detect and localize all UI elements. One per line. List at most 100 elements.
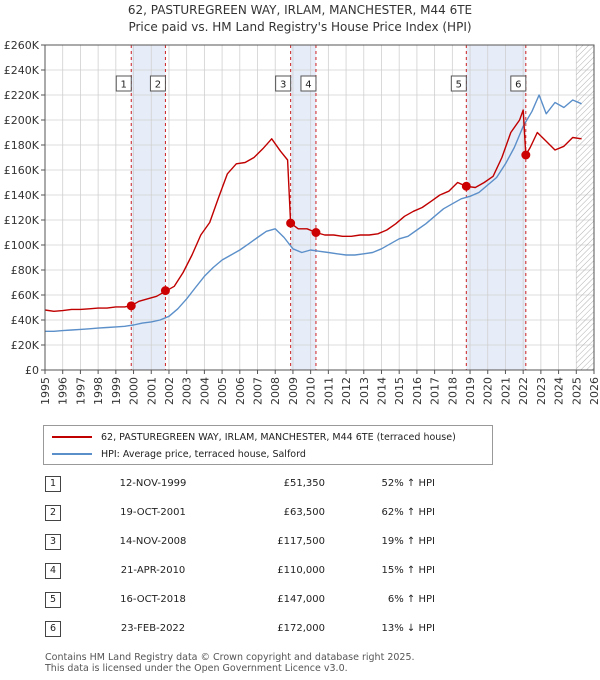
sale-date: 16-OCT-2018 bbox=[120, 594, 186, 605]
sale-hpi-change: 52% ↑ HPI bbox=[381, 478, 435, 489]
sale-label-box bbox=[275, 75, 292, 92]
x-tick-label: 2021 bbox=[500, 377, 513, 405]
x-tick-label: 2019 bbox=[464, 377, 477, 405]
x-tick-label: 2024 bbox=[553, 377, 566, 405]
chart-subtitle: Price paid vs. HM Land Registry's House … bbox=[128, 20, 472, 34]
sale-hpi-change: 13% ↓ HPI bbox=[381, 623, 435, 634]
y-tick-label: £200K bbox=[4, 114, 40, 127]
sale-price: £63,500 bbox=[283, 507, 325, 518]
legend-hpi-label: HPI: Average price, terraced house, Salf… bbox=[101, 448, 306, 460]
x-tick-label: 2006 bbox=[234, 377, 247, 405]
shaded-band bbox=[131, 45, 166, 370]
x-tick-label: 2005 bbox=[216, 377, 229, 405]
sale-date: 14-NOV-2008 bbox=[119, 536, 187, 547]
sale-price: £110,000 bbox=[277, 565, 325, 576]
footer: Contains HM Land Registry data © Crown c… bbox=[45, 652, 415, 674]
sale-row: 3 14-NOV-2008 £117,500 19% ↑ HPI bbox=[43, 527, 435, 556]
sale-label: 3 bbox=[280, 80, 286, 91]
y-tick-label: £40K bbox=[11, 314, 40, 327]
legend-property: 62, PASTUREGREEN WAY, IRLAM, MANCHESTER,… bbox=[52, 429, 456, 445]
sale-date: 23-FEB-2022 bbox=[120, 623, 186, 634]
y-tick-label: £240K bbox=[4, 64, 40, 77]
sale-point bbox=[521, 150, 531, 160]
sale-hpi-change: 6% ↑ HPI bbox=[387, 594, 435, 605]
y-tick-label: £80K bbox=[11, 264, 40, 277]
x-tick-label: 2007 bbox=[252, 377, 265, 405]
sale-point bbox=[311, 228, 321, 237]
sale-hpi-change: 19% ↑ HPI bbox=[381, 536, 435, 547]
sale-hpi-change: 15% ↑ HPI bbox=[381, 565, 435, 576]
sale-marker: 1 bbox=[45, 475, 61, 492]
x-tick-label: 2026 bbox=[588, 377, 600, 405]
sale-label-box bbox=[510, 75, 527, 92]
y-tick-label: £160K bbox=[4, 164, 40, 177]
x-tick-label: 2012 bbox=[340, 377, 353, 405]
x-tick-label: 2020 bbox=[482, 377, 495, 405]
y-tick-label: £180K bbox=[4, 139, 40, 152]
y-tick-label: £100K bbox=[4, 239, 40, 252]
sale-price: £172,000 bbox=[277, 623, 325, 634]
x-tick-label: 2025 bbox=[570, 377, 583, 405]
sale-number-cell: 1 bbox=[43, 469, 83, 498]
x-tick-label: 2014 bbox=[376, 377, 389, 405]
x-tick-label: 2001 bbox=[145, 377, 158, 405]
sale-hpi-change: 62% ↑ HPI bbox=[381, 507, 435, 518]
sale-row: 6 23-FEB-2022 £172,000 13% ↓ HPI bbox=[43, 614, 435, 643]
sale-label: 2 bbox=[155, 80, 161, 91]
legend-property-label: 62, PASTUREGREEN WAY, IRLAM, MANCHESTER,… bbox=[101, 431, 456, 443]
sale-label-box bbox=[450, 75, 467, 92]
x-tick-label: 2010 bbox=[305, 377, 318, 405]
sale-label-box bbox=[149, 75, 166, 92]
legend-property-swatch bbox=[52, 436, 92, 438]
sale-marker: 3 bbox=[45, 533, 61, 550]
y-tick-label: £220K bbox=[4, 89, 40, 102]
x-tick-label: 2016 bbox=[411, 377, 424, 405]
shaded-band bbox=[466, 45, 526, 370]
x-tick-label: 1996 bbox=[57, 377, 70, 405]
footer-line2: This data is licensed under the Open Gov… bbox=[45, 663, 348, 674]
chart-title: 62, PASTUREGREEN WAY, IRLAM, MANCHESTER,… bbox=[127, 3, 473, 17]
x-tick-label: 2011 bbox=[322, 377, 335, 405]
legend-hpi: HPI: Average price, terraced house, Salf… bbox=[52, 446, 306, 462]
sale-number-cell: 3 bbox=[43, 527, 83, 556]
x-tick-label: 1999 bbox=[110, 377, 123, 405]
sale-label: 5 bbox=[456, 80, 462, 91]
y-tick-label: £20K bbox=[11, 339, 40, 352]
sale-number-cell: 6 bbox=[43, 614, 83, 643]
sale-label: 1 bbox=[121, 80, 127, 91]
sale-date: 21-APR-2010 bbox=[120, 565, 186, 576]
y-tick-label: £60K bbox=[11, 289, 40, 302]
sale-point bbox=[461, 181, 471, 191]
sale-number-cell: 4 bbox=[43, 556, 83, 585]
x-tick-label: 2013 bbox=[358, 377, 371, 405]
shaded-band bbox=[290, 45, 316, 370]
sale-price: £51,350 bbox=[283, 478, 325, 489]
sale-number-cell: 2 bbox=[43, 498, 83, 527]
y-tick-label: £260K bbox=[4, 39, 40, 52]
y-tick-label: £120K bbox=[4, 214, 40, 227]
forecast-hatch bbox=[576, 45, 594, 370]
hpi-line bbox=[45, 94, 582, 332]
sale-point bbox=[160, 286, 170, 296]
sale-date: 19-OCT-2001 bbox=[120, 507, 186, 518]
sale-row: 5 16-OCT-2018 £147,000 6% ↑ HPI bbox=[43, 585, 435, 614]
sale-marker: 4 bbox=[45, 562, 61, 579]
x-tick-label: 1995 bbox=[39, 377, 52, 405]
y-tick-label: £140K bbox=[4, 189, 40, 202]
sale-price: £117,500 bbox=[277, 536, 325, 547]
sale-point bbox=[286, 218, 296, 228]
sale-marker: 2 bbox=[45, 504, 61, 521]
footer-line1: Contains HM Land Registry data © Crown c… bbox=[45, 652, 415, 663]
x-tick-label: 2009 bbox=[287, 377, 300, 405]
sale-date: 12-NOV-1999 bbox=[119, 478, 187, 489]
x-tick-label: 2000 bbox=[128, 377, 141, 405]
sales-table: 1 12-NOV-1999 £51,350 52% ↑ HPI 2 19-OCT-2001… bbox=[43, 469, 435, 643]
sale-marker: 5 bbox=[45, 591, 61, 608]
x-tick-label: 2015 bbox=[393, 377, 406, 405]
sale-marker: 6 bbox=[45, 620, 61, 637]
y-tick-label: £0 bbox=[25, 364, 39, 377]
x-tick-label: 2018 bbox=[446, 377, 459, 405]
legend-hpi-swatch bbox=[52, 453, 92, 455]
x-tick-label: 2003 bbox=[181, 377, 194, 405]
sale-row: 1 12-NOV-1999 £51,350 52% ↑ HPI bbox=[43, 469, 435, 498]
